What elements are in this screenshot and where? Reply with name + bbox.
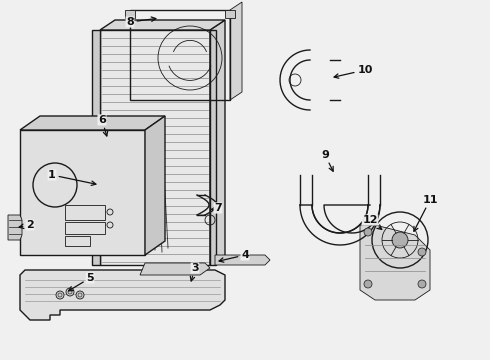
Text: 1: 1 <box>48 170 96 185</box>
Circle shape <box>76 291 84 299</box>
Polygon shape <box>230 2 242 100</box>
Text: 9: 9 <box>321 150 333 171</box>
Text: 11: 11 <box>414 195 438 231</box>
Text: 4: 4 <box>219 250 249 262</box>
Text: 3: 3 <box>190 263 199 281</box>
Bar <box>210 30 216 265</box>
Bar <box>65 222 105 234</box>
Circle shape <box>418 248 426 256</box>
Polygon shape <box>8 215 22 240</box>
Text: 12: 12 <box>362 215 382 229</box>
Circle shape <box>364 280 372 288</box>
Text: 7: 7 <box>211 203 222 213</box>
Polygon shape <box>20 270 225 320</box>
Polygon shape <box>140 263 210 275</box>
Bar <box>125 10 135 18</box>
Bar <box>100 30 210 265</box>
Text: 8: 8 <box>126 17 156 27</box>
Circle shape <box>66 288 74 296</box>
Polygon shape <box>210 20 225 265</box>
Text: 2: 2 <box>19 220 34 230</box>
Bar <box>65 236 90 246</box>
Polygon shape <box>145 116 165 255</box>
Bar <box>65 205 105 220</box>
Circle shape <box>392 232 408 248</box>
Circle shape <box>418 280 426 288</box>
Polygon shape <box>215 255 270 265</box>
Text: 6: 6 <box>98 115 108 136</box>
Circle shape <box>56 291 64 299</box>
Polygon shape <box>360 225 430 300</box>
Polygon shape <box>20 116 165 130</box>
Bar <box>225 10 235 18</box>
Bar <box>130 10 230 100</box>
Bar <box>20 130 145 255</box>
Text: 5: 5 <box>69 273 94 291</box>
Text: 10: 10 <box>334 65 373 78</box>
Bar <box>92 30 100 265</box>
Circle shape <box>364 228 372 236</box>
Polygon shape <box>100 20 225 30</box>
